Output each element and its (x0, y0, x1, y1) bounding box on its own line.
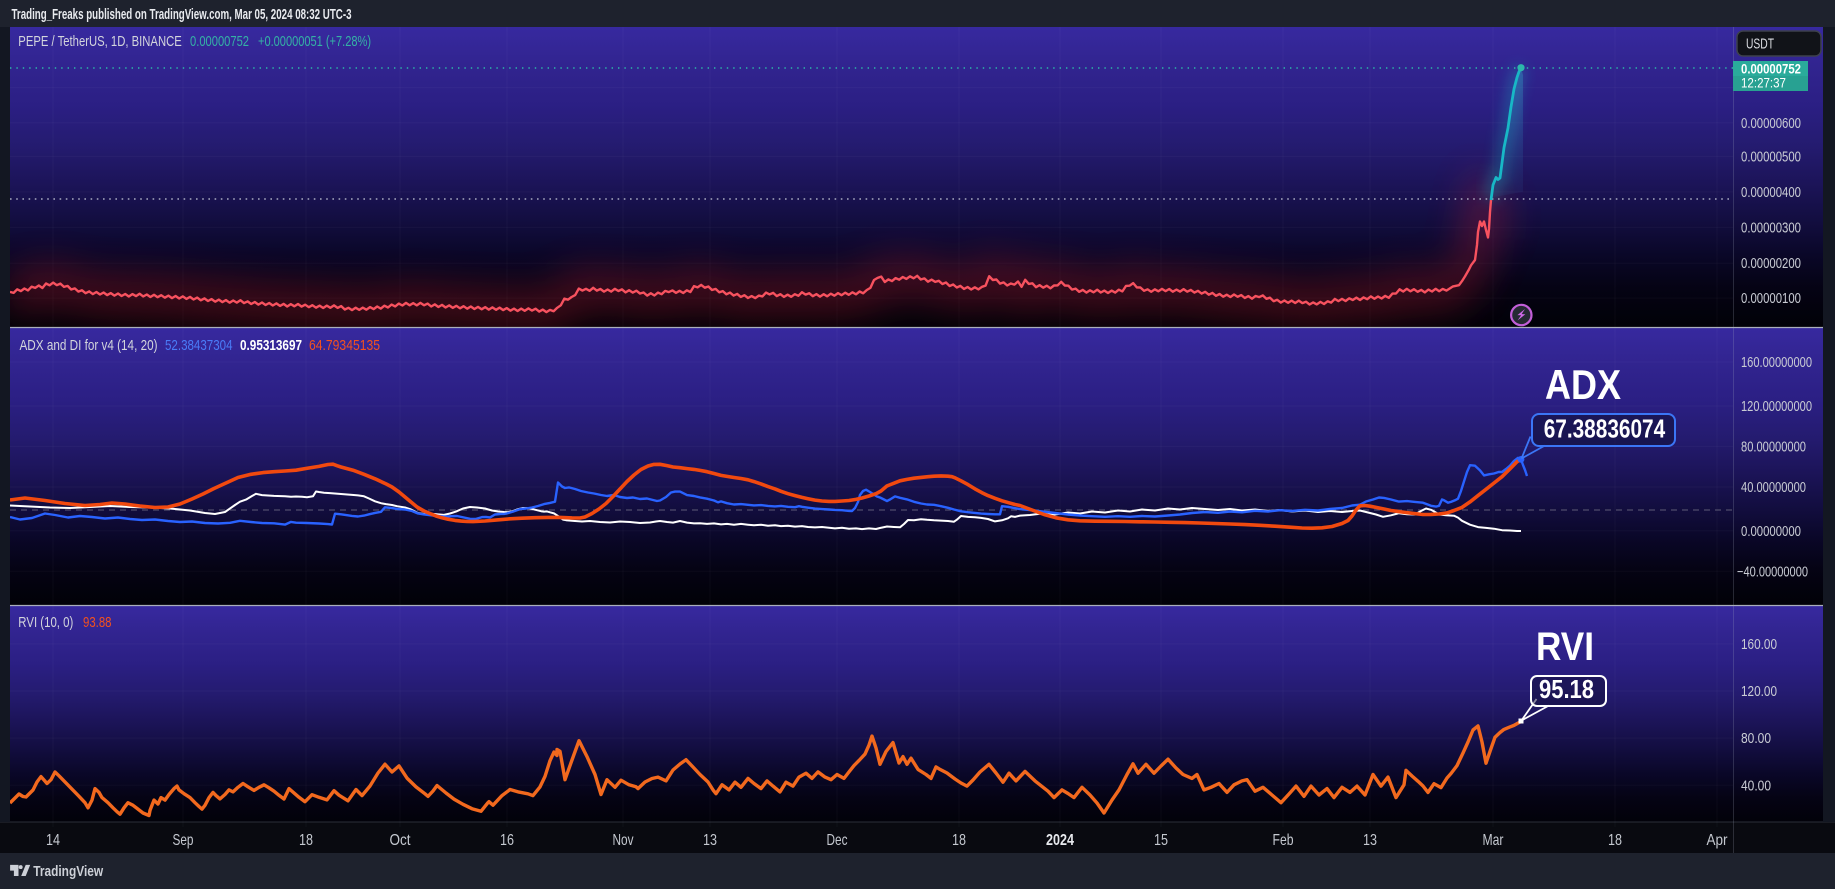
svg-text:−40.00000000: −40.00000000 (1737, 564, 1808, 580)
svg-text:Trading_Freaks published on Tr: Trading_Freaks published on TradingView.… (12, 6, 352, 23)
svg-text:0.00000200: 0.00000200 (1741, 256, 1801, 272)
svg-text:18: 18 (299, 832, 313, 849)
svg-text:16: 16 (500, 832, 514, 849)
svg-text:120.00000000: 120.00000000 (1741, 399, 1812, 415)
svg-text:64.79345135: 64.79345135 (309, 337, 380, 354)
svg-text:0.00000752: 0.00000752 (1741, 62, 1801, 77)
svg-text:RVI: RVI (1536, 625, 1594, 669)
svg-text:18: 18 (1608, 832, 1622, 849)
svg-text:0.00000752: 0.00000752 (190, 33, 249, 50)
svg-text:52.38437304: 52.38437304 (165, 337, 233, 354)
svg-text:PEPE / TetherUS, 1D, BINANCE: PEPE / TetherUS, 1D, BINANCE (18, 33, 182, 50)
svg-text:0.00000100: 0.00000100 (1741, 291, 1801, 307)
svg-text:Nov: Nov (613, 832, 634, 849)
svg-text:Feb: Feb (1273, 832, 1294, 849)
svg-text:160.00000000: 160.00000000 (1741, 355, 1812, 371)
svg-text:ADX: ADX (1545, 361, 1621, 408)
svg-text:0.00000500: 0.00000500 (1741, 149, 1801, 165)
svg-text:120.00: 120.00 (1741, 684, 1777, 700)
svg-text:0.95313697: 0.95313697 (240, 337, 302, 354)
svg-text:15: 15 (1154, 832, 1168, 849)
svg-text:0.00000400: 0.00000400 (1741, 185, 1801, 201)
svg-text:80.00: 80.00 (1741, 731, 1771, 747)
svg-text:Oct: Oct (390, 832, 411, 849)
svg-text:ADX and DI for v4 (14, 20): ADX and DI for v4 (14, 20) (20, 337, 158, 354)
svg-text:+0.00000051 (+7.28%): +0.00000051 (+7.28%) (258, 33, 371, 50)
svg-text:14: 14 (46, 832, 60, 849)
svg-text:13: 13 (703, 832, 717, 849)
svg-text:93.88: 93.88 (83, 614, 112, 631)
svg-text:80.00000000: 80.00000000 (1741, 439, 1806, 455)
svg-text:USDT: USDT (1746, 36, 1774, 53)
svg-text:2024: 2024 (1046, 832, 1074, 849)
svg-text:40.00: 40.00 (1741, 778, 1771, 794)
svg-text:RVI (10, 0): RVI (10, 0) (18, 614, 73, 631)
svg-text:40.00000000: 40.00000000 (1741, 480, 1806, 496)
svg-text:Mar: Mar (1483, 832, 1505, 849)
svg-text:18: 18 (952, 832, 966, 849)
svg-text:0.00000600: 0.00000600 (1741, 116, 1801, 132)
svg-text:67.38836074: 67.38836074 (1544, 414, 1666, 444)
svg-text:Sep: Sep (173, 832, 194, 849)
svg-text:12:27:37: 12:27:37 (1741, 76, 1786, 91)
svg-text:13: 13 (1363, 832, 1377, 849)
svg-text:0.00000300: 0.00000300 (1741, 220, 1801, 236)
svg-text:160.00: 160.00 (1741, 637, 1777, 653)
svg-text:Dec: Dec (827, 832, 848, 849)
svg-text:TradingView: TradingView (33, 863, 103, 880)
svg-text:95.18: 95.18 (1539, 674, 1594, 704)
svg-text:0.00000000: 0.00000000 (1741, 524, 1801, 540)
svg-text:Apr: Apr (1707, 832, 1729, 849)
